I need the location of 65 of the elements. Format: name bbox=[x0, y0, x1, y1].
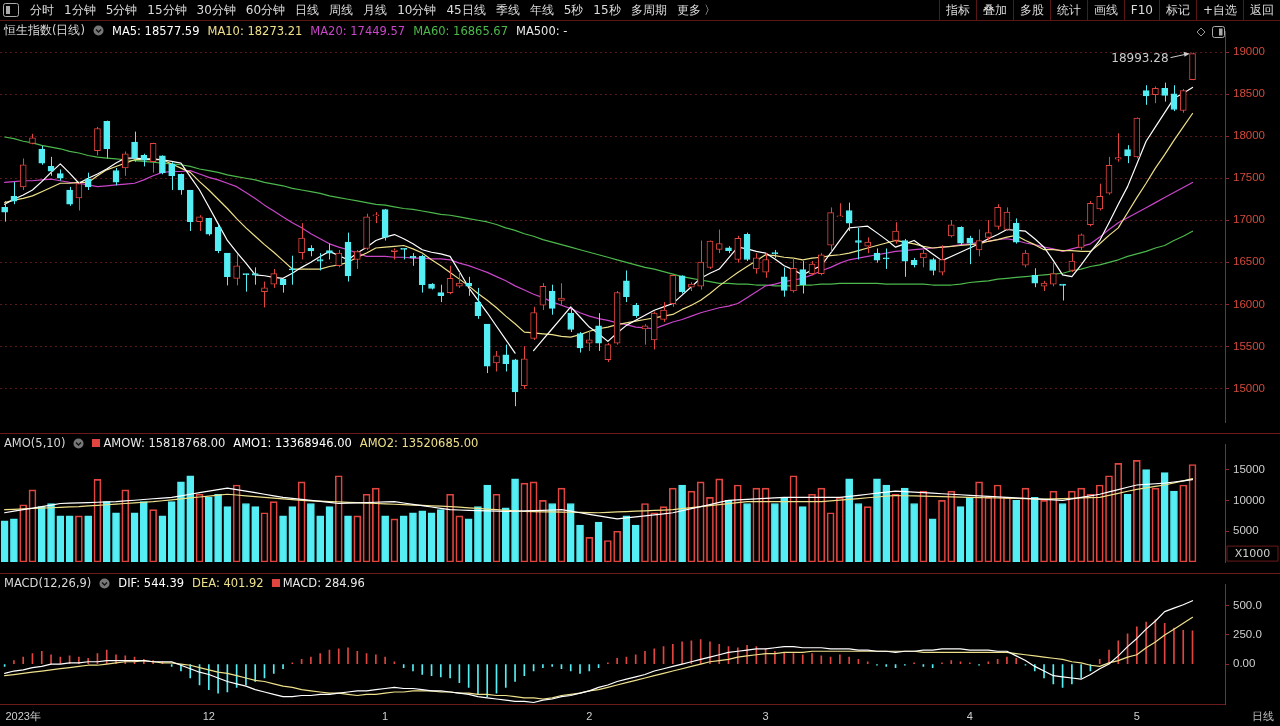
chart-title: 恒生指数(日线) bbox=[4, 23, 85, 38]
y-tick-label: 250.0 bbox=[1233, 628, 1262, 641]
x-tick-label: 5 bbox=[1133, 710, 1140, 723]
chart-title: MACD(12,26,9) bbox=[4, 576, 92, 590]
annotation: 18993.28 bbox=[1111, 50, 1169, 65]
text: +自选 bbox=[1195, 0, 1243, 20]
text: 多股 bbox=[1012, 0, 1050, 20]
text: 15秒 bbox=[592, 1, 622, 19]
y-tick-label: 16000 bbox=[1233, 297, 1265, 310]
x-tick-label: 3 bbox=[762, 710, 769, 723]
y-tick-label: 18500 bbox=[1233, 87, 1265, 100]
text: 月线 bbox=[362, 1, 389, 19]
text: 周线 bbox=[328, 1, 355, 19]
y-tick-label: 15000 bbox=[1233, 462, 1265, 475]
text: DIF: 544.39 bbox=[118, 576, 185, 590]
y-tick-label: 19000 bbox=[1233, 45, 1265, 58]
text: MA60: 16865.67 bbox=[413, 23, 508, 38]
text: 年线 bbox=[528, 1, 555, 19]
text: 画线 bbox=[1086, 0, 1124, 20]
text: F10 bbox=[1123, 0, 1159, 20]
x-tick-label: 1 bbox=[382, 710, 389, 723]
y-tick-label: 10000 bbox=[1233, 493, 1265, 506]
y-tick-label: 16500 bbox=[1233, 255, 1265, 268]
text: 分时 bbox=[29, 1, 55, 19]
text: 5秒 bbox=[562, 1, 585, 19]
text: AMO2: 13520685.00 bbox=[359, 436, 479, 450]
text: MA20: 17449.57 bbox=[310, 23, 406, 38]
y-axis-title: X1000 bbox=[1234, 547, 1271, 561]
annotation: MA500: - bbox=[515, 23, 568, 38]
text: 45日线 bbox=[445, 1, 487, 19]
legend-label: AMOW: 15818768.00 bbox=[103, 436, 226, 450]
y-tick-label: 17000 bbox=[1233, 213, 1265, 226]
text: 10分钟 bbox=[396, 1, 438, 19]
text: DEA: 401.92 bbox=[192, 576, 264, 590]
text: 指标 bbox=[938, 0, 976, 20]
y-tick-label: 0.00 bbox=[1233, 657, 1256, 670]
text: 1分钟 bbox=[63, 1, 97, 19]
text: MA10: 18273.21 bbox=[207, 23, 303, 38]
x-tick-label: 2 bbox=[586, 710, 593, 723]
x-axis-title: 日线 bbox=[1252, 710, 1274, 724]
chart-title: AMO(5,10) bbox=[4, 436, 66, 450]
text: AMO1: 13368946.00 bbox=[233, 436, 352, 450]
text: 15分钟 bbox=[146, 1, 188, 19]
x-tick-label: 12 bbox=[202, 710, 215, 723]
text: 30分钟 bbox=[195, 1, 237, 19]
x-tick-label: 4 bbox=[966, 710, 973, 723]
text: 更多 〉 bbox=[675, 1, 718, 19]
text: 多周期 bbox=[629, 1, 668, 19]
y-tick-label: 15500 bbox=[1233, 339, 1265, 352]
text: 叠加 bbox=[975, 0, 1013, 20]
y-tick-label: 500.0 bbox=[1233, 599, 1262, 612]
y-tick-label: 17500 bbox=[1233, 171, 1265, 184]
text: 标记 bbox=[1158, 0, 1196, 20]
x-tick-label: 2023年 bbox=[5, 710, 41, 723]
y-tick-label: 5000 bbox=[1233, 524, 1259, 537]
text: 60分钟 bbox=[244, 1, 287, 19]
text: 统计 bbox=[1049, 0, 1087, 20]
text: 5分钟 bbox=[104, 1, 139, 19]
text: MA5: 18577.59 bbox=[111, 23, 200, 38]
legend-label: MACD: 284.96 bbox=[282, 576, 365, 590]
y-tick-label: 15000 bbox=[1233, 381, 1265, 394]
text: 日线 bbox=[294, 1, 321, 19]
y-tick-label: 18000 bbox=[1233, 129, 1265, 142]
text: 季线 bbox=[494, 1, 521, 19]
text: 返回 bbox=[1243, 0, 1280, 20]
